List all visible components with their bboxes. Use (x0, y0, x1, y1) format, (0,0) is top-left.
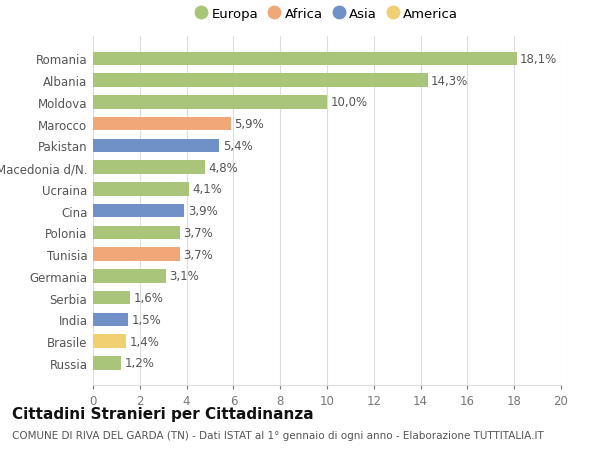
Bar (93, 140, 220, 153)
Text: 1,2%: 1,2% (125, 357, 154, 369)
Text: 5,9%: 5,9% (235, 118, 265, 131)
Text: 4,8%: 4,8% (209, 161, 239, 174)
Text: 3,1%: 3,1% (169, 270, 199, 283)
Bar (93, 161, 205, 174)
Text: 3,7%: 3,7% (183, 248, 213, 261)
Bar (93, 335, 126, 348)
Text: 5,4%: 5,4% (223, 140, 253, 152)
Bar (93, 291, 130, 305)
Text: COMUNE DI RIVA DEL GARDA (TN) - Dati ISTAT al 1° gennaio di ogni anno - Elaboraz: COMUNE DI RIVA DEL GARDA (TN) - Dati IST… (12, 431, 544, 441)
Bar (93, 248, 179, 261)
Text: 1,4%: 1,4% (129, 335, 159, 348)
Bar (93, 96, 327, 109)
Text: 3,7%: 3,7% (183, 226, 213, 239)
Legend: Europa, Africa, Asia, America: Europa, Africa, Asia, America (190, 3, 464, 27)
Bar (93, 226, 179, 240)
Text: 10,0%: 10,0% (331, 96, 368, 109)
Text: 18,1%: 18,1% (520, 53, 557, 66)
Text: 14,3%: 14,3% (431, 74, 469, 88)
Text: 4,1%: 4,1% (193, 183, 223, 196)
Bar (93, 53, 517, 66)
Bar (93, 118, 231, 131)
Bar (93, 269, 166, 283)
Text: 1,5%: 1,5% (131, 313, 161, 326)
Bar (93, 204, 184, 218)
Text: 3,9%: 3,9% (188, 205, 218, 218)
Bar (93, 313, 128, 326)
Bar (93, 74, 428, 88)
Text: 1,6%: 1,6% (134, 291, 164, 304)
Bar (93, 183, 189, 196)
Text: Cittadini Stranieri per Cittadinanza: Cittadini Stranieri per Cittadinanza (12, 406, 314, 421)
Bar (93, 356, 121, 369)
